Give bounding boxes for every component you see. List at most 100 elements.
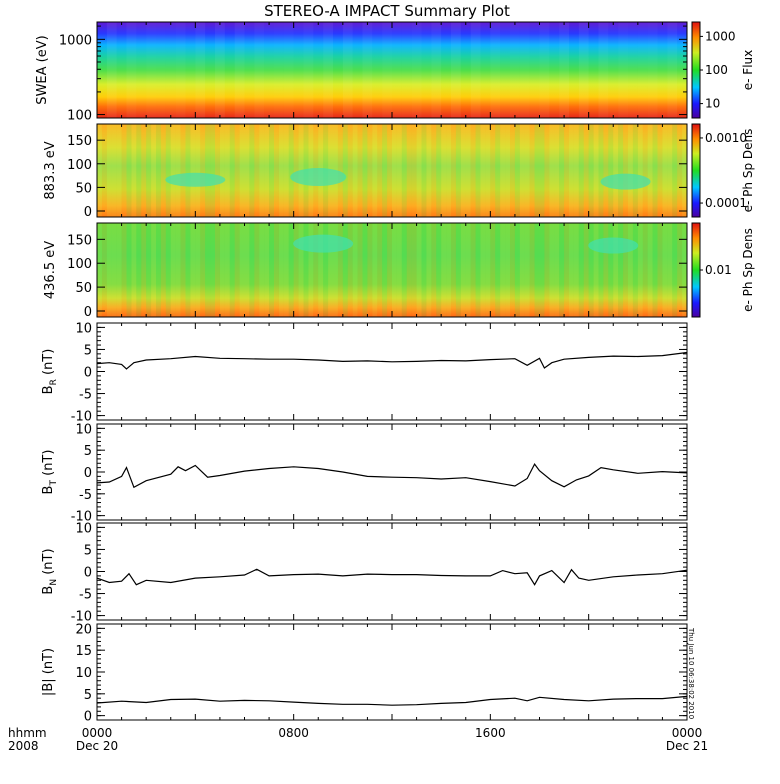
pad436-streak [229,223,235,317]
pad883-streak [293,124,299,217]
pad883-streak [495,124,501,217]
pad883-streak [603,124,609,217]
pad883-streak [224,124,230,217]
pad883-streak [264,124,270,217]
pad436-streak [455,223,461,317]
pad436-ylabel: 436.5 eV [43,241,58,299]
pad883-streak [278,124,284,217]
pad883-ylabel: 883.3 eV [43,141,58,199]
pad883-streak [219,124,225,217]
pad883-streak [588,124,594,217]
pad436-streak [357,223,363,317]
pad883-streak [426,124,432,217]
swea-ytick-label: 1000 [59,33,92,48]
swea-stripe [362,22,373,118]
swea-stripe [106,22,117,118]
pad436-streak [682,223,687,317]
pad883-streak [274,124,279,217]
pad436-streak [426,223,432,317]
pad436-streak [475,223,481,317]
footer-hhmm-label: hhmm [8,726,47,740]
pad883-streak [406,124,412,217]
bmag-ylabel: |B| (nT) [41,648,56,696]
pad883-ytick-label: 0 [84,205,92,220]
pad436-streak [569,223,574,317]
swea-stripe [667,22,678,118]
swea-stripe [244,22,255,118]
pad883-streak [180,124,186,217]
pad883-streak [111,124,117,217]
footer-year-label: 2008 [8,739,39,753]
pad883-streak [259,124,265,217]
pad883-streak [185,124,191,217]
pad883-streak [583,124,589,217]
pad883-streak [416,124,422,217]
pad883-colorbar-label: e- Ph Sp Dens [741,129,755,213]
pad883-streak [441,124,447,217]
swea-stripe [97,22,107,118]
pad436-streak [175,223,181,317]
swea-stripe [264,22,274,118]
pad883-streak [613,124,619,217]
timestamp-label: Thu Jun 10 06:38:02 2010 [687,627,695,719]
pad436-streak [352,223,358,317]
br-ytick-label: 10 [75,321,92,336]
pad436-streak [323,223,329,317]
pad883-streak [647,124,653,217]
swea-stripe [578,22,589,118]
pad436-streak [672,223,678,317]
swea-stripe [549,22,560,118]
swea-stripe [588,22,599,118]
pad436-streak [495,223,501,317]
pad883-streak [347,124,353,217]
x-tick-label: 0000 [672,726,703,740]
bt-ytick-label: -5 [79,488,92,503]
pad883-streak [475,124,481,217]
pad436-streak [244,223,250,317]
bt-ytick-label: 5 [84,444,92,459]
pad436-streak [406,223,412,317]
pad436-streak [583,223,589,317]
pad436-streak [264,223,270,317]
pad883-streak [337,124,343,217]
pad883-streak [229,124,235,217]
swea-stripe [254,22,265,118]
swea-stripe [146,22,156,118]
pad883-streak [254,124,260,217]
swea-colorbar [691,21,701,119]
pad436-streak [101,223,107,317]
pad436-streak [401,223,407,317]
pad436-streak [249,223,255,317]
pad883-streak [170,124,176,217]
pad883-streak [195,124,201,217]
pad436-ytick-label: 50 [75,281,92,296]
pad883-streak [519,124,525,217]
pad436-streak [337,223,343,317]
swea-stripe [352,22,363,118]
pad883-streak [151,124,156,217]
pad436-streak [392,223,397,317]
swea-colorbar-label: e- Flux [741,50,755,90]
pad436-streak [328,223,333,317]
pad883-streak [352,124,358,217]
pad436-streak [637,223,643,317]
bt-series-line [96,462,688,489]
pad883-streak [215,124,220,217]
swea-stripe [392,22,402,118]
pad883-streak [200,124,206,217]
pad436-streak [618,223,624,317]
pad883-colorbar-tick-label: 0.0001 [705,196,747,210]
pad436-streak [529,223,535,317]
pad436-streak [293,223,299,317]
pad436-streak [308,223,314,317]
pad436-streak [465,223,471,317]
pad436-streak [524,223,530,317]
br-ytick-label: -10 [71,410,92,425]
pad883-low-density-region [600,173,651,190]
pad883-streak [470,124,476,217]
pad436-streak [470,223,476,317]
pad883-streak [623,124,628,217]
